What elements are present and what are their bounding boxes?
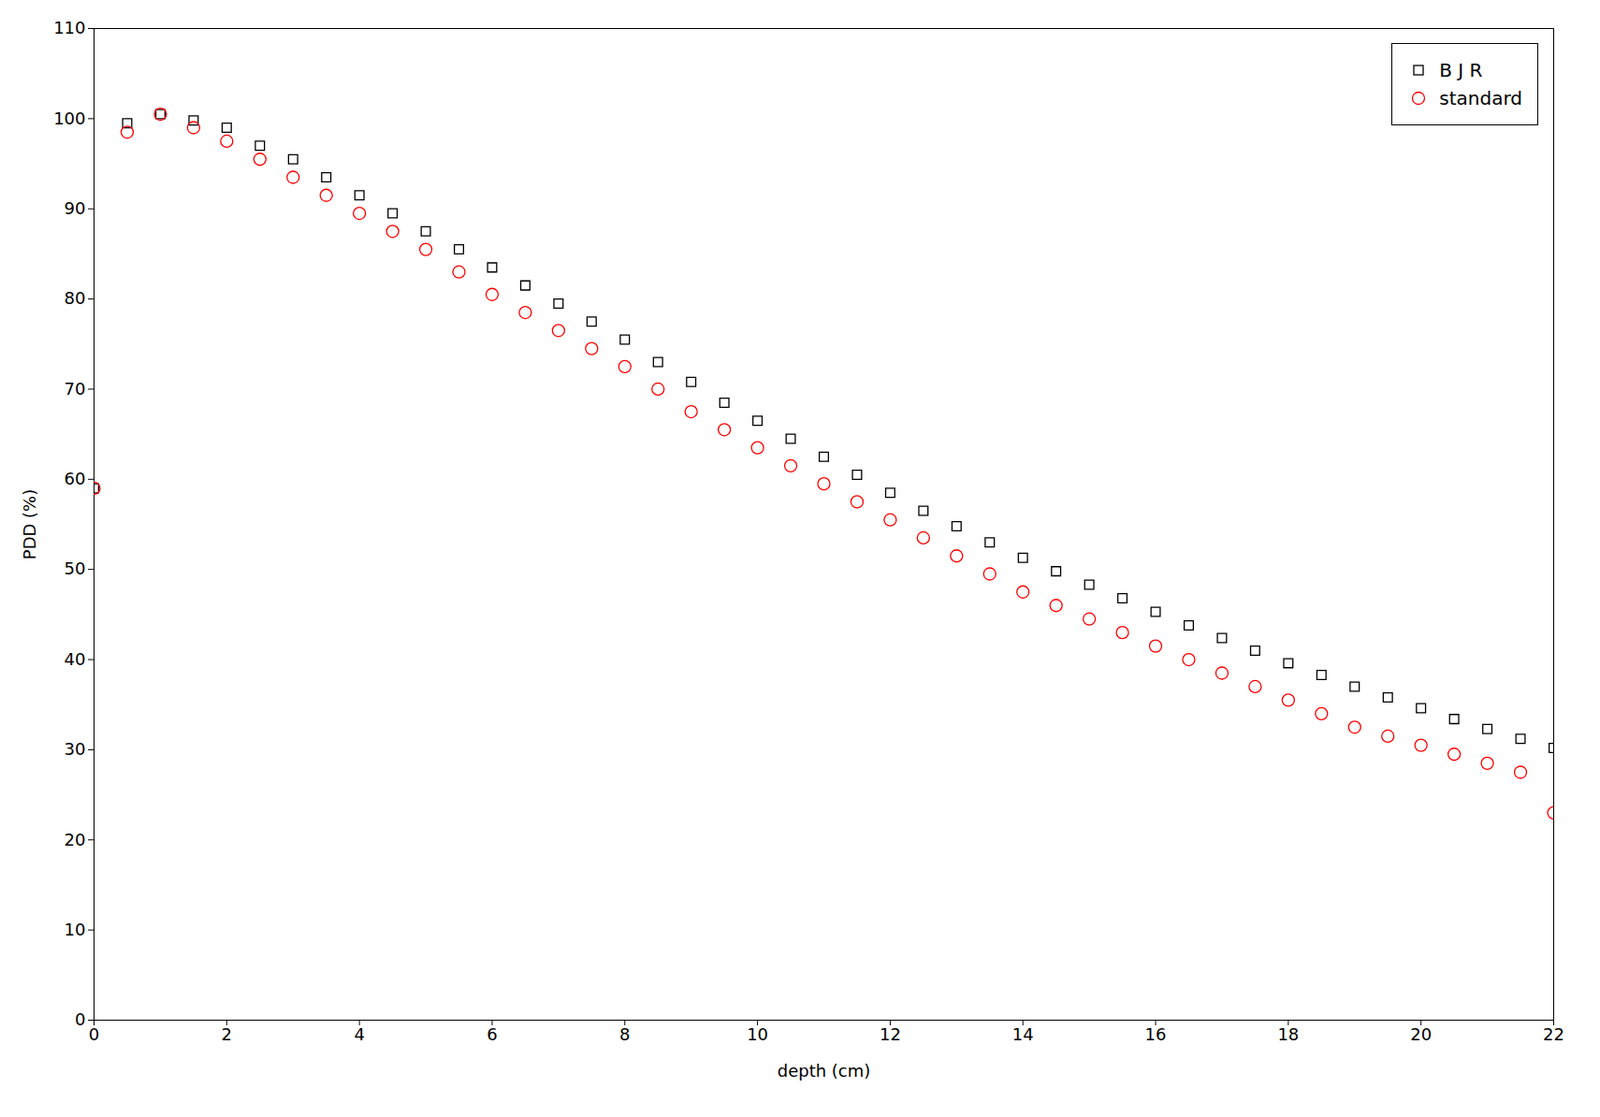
svg-text:8: 8: [619, 1024, 630, 1045]
svg-text:10: 10: [64, 919, 87, 940]
svg-text:4: 4: [353, 1024, 364, 1045]
html-text:standard: standard: [1439, 87, 1523, 110]
svg-text:100: 100: [53, 108, 86, 129]
svg-text:90: 90: [64, 198, 87, 219]
svg-text:70: 70: [64, 378, 87, 399]
svg-text:14: 14: [1012, 1024, 1034, 1045]
svg-text:30: 30: [64, 739, 87, 759]
svg-text:6: 6: [486, 1024, 497, 1045]
svg-text:18: 18: [1277, 1024, 1299, 1045]
svg-text:20: 20: [64, 829, 87, 850]
svg-text:80: 80: [64, 288, 87, 308]
svg-text:50: 50: [64, 558, 87, 579]
svg-text:12: 12: [879, 1024, 902, 1045]
html-text:B J R: B J R: [1439, 58, 1483, 82]
svg-text:110: 110: [53, 17, 86, 38]
svg-text:depth (cm): depth (cm): [777, 1061, 872, 1081]
svg-text:22: 22: [1542, 1024, 1565, 1045]
svg-text:40: 40: [64, 649, 87, 670]
svg-text:PDD (%): PDD (%): [19, 489, 40, 560]
svg-text:16: 16: [1145, 1024, 1167, 1045]
svg-text:0: 0: [74, 1009, 86, 1030]
svg-text:20: 20: [1410, 1024, 1432, 1045]
svg-text:10: 10: [746, 1024, 769, 1045]
svg-text:2: 2: [221, 1024, 233, 1045]
svg-text:60: 60: [64, 468, 87, 489]
svg-text:0: 0: [88, 1024, 100, 1045]
